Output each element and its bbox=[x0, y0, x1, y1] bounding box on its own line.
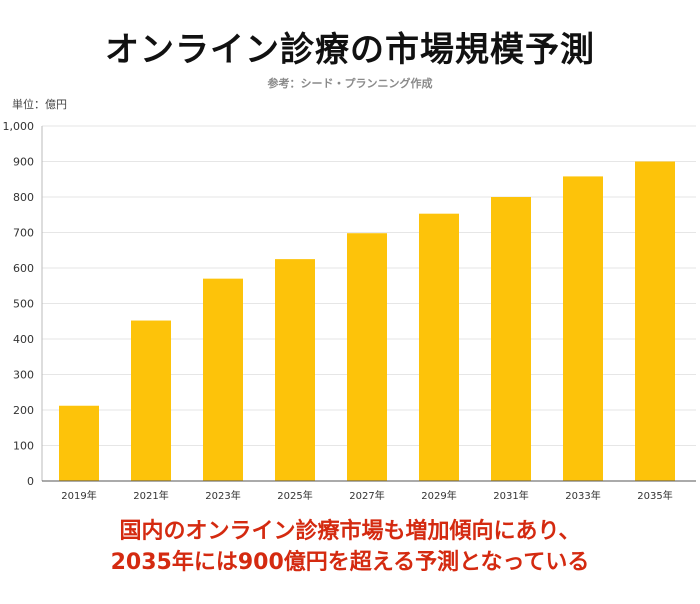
x-tick-label: 2021年 bbox=[133, 489, 168, 502]
chart-source: 参考：シード・プランニング作成 bbox=[267, 77, 433, 90]
y-tick-label: 800 bbox=[13, 191, 34, 204]
chart-title: オンライン診療の市場規模予測 bbox=[105, 30, 595, 70]
y-tick-label: 600 bbox=[13, 262, 34, 275]
unit-label: 単位：億円 bbox=[12, 98, 67, 111]
x-tick-label: 2035年 bbox=[637, 489, 672, 502]
bar bbox=[635, 161, 675, 481]
y-tick-label: 500 bbox=[13, 298, 34, 311]
bar bbox=[347, 233, 387, 481]
footer-line-2: 2035年には900億円を超える予測となっている bbox=[110, 550, 590, 575]
bar bbox=[131, 320, 171, 481]
y-tick-label: 200 bbox=[13, 404, 34, 417]
x-tick-label: 2031年 bbox=[493, 489, 528, 502]
footer-line-1: 国内のオンライン診療市場も増加傾向にあり、 bbox=[119, 519, 581, 544]
bar bbox=[203, 278, 243, 481]
y-tick-label: 900 bbox=[13, 156, 34, 169]
x-tick-label: 2027年 bbox=[349, 489, 384, 502]
bar bbox=[419, 213, 459, 481]
y-tick-label: 100 bbox=[13, 440, 34, 453]
y-tick-label: 1,000 bbox=[3, 120, 35, 133]
x-tick-label: 2023年 bbox=[205, 489, 240, 502]
x-tick-label: 2029年 bbox=[421, 489, 456, 502]
x-tick-label: 2025年 bbox=[277, 489, 312, 502]
bar bbox=[491, 197, 531, 481]
x-tick-label: 2033年 bbox=[565, 489, 600, 502]
y-tick-labels: 0 100 200 300 400 500 600 700 800 900 1,000 bbox=[3, 120, 35, 488]
x-tick-label: 2019年 bbox=[61, 489, 96, 502]
axis-layer bbox=[41, 126, 696, 482]
y-tick-label: 700 bbox=[13, 227, 34, 240]
y-tick-label: 400 bbox=[13, 333, 34, 346]
footer-caption: 国内のオンライン診療市場も増加傾向にあり、 2035年には900億円を超える予測… bbox=[0, 516, 700, 578]
bar bbox=[275, 259, 315, 481]
bar bbox=[59, 405, 99, 481]
bar bbox=[563, 176, 603, 481]
y-tick-label: 300 bbox=[13, 369, 34, 382]
y-tick-label: 0 bbox=[27, 475, 34, 488]
x-tick-labels: 2019年 2021年 2023年 2025年 2027年 2029年 2031年 2033年… bbox=[61, 489, 672, 502]
bars-layer bbox=[59, 161, 675, 481]
